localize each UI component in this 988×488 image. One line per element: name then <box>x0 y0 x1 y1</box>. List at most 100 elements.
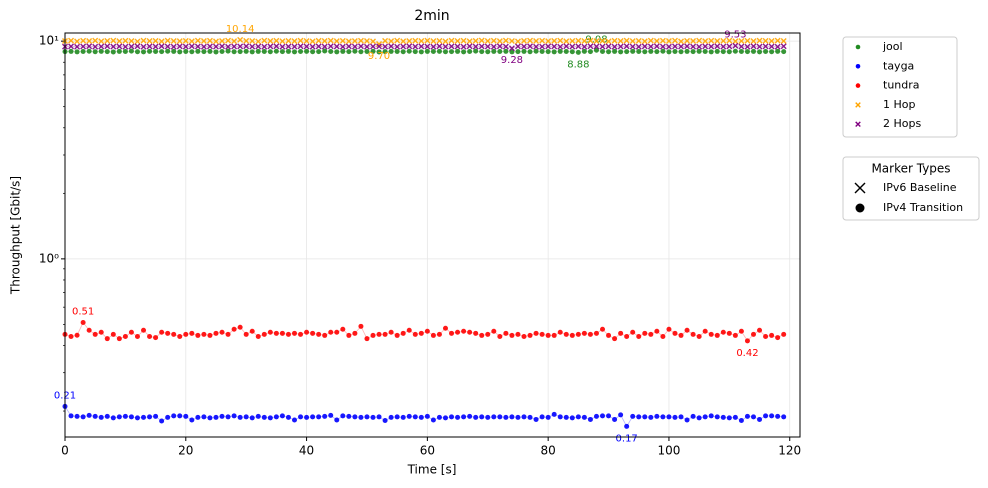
point <box>424 48 430 54</box>
point <box>255 413 261 419</box>
marker-stroke <box>659 37 666 44</box>
point <box>243 331 249 337</box>
marker-stroke <box>164 37 171 44</box>
point <box>563 331 569 337</box>
marker-stroke <box>98 38 105 45</box>
marker-stroke <box>635 37 642 44</box>
marker-x <box>780 43 787 50</box>
point <box>147 414 153 420</box>
point <box>322 413 328 419</box>
point <box>322 332 328 338</box>
point <box>80 49 86 55</box>
marker-x <box>110 37 117 44</box>
marker-stroke <box>502 37 509 44</box>
marker-x <box>714 38 721 45</box>
point <box>328 329 334 335</box>
marker-x <box>152 37 159 44</box>
marker-x <box>400 38 407 45</box>
marker-x <box>212 43 219 50</box>
point <box>497 333 503 339</box>
point <box>310 330 316 336</box>
point <box>316 414 322 420</box>
marker-stroke <box>629 38 636 45</box>
point <box>74 413 80 419</box>
marker-stroke <box>279 43 286 50</box>
marker-x <box>134 38 141 45</box>
marker-stroke <box>388 43 395 50</box>
marker-stroke <box>333 38 340 45</box>
point <box>485 331 491 337</box>
point <box>304 329 310 335</box>
marker-stroke <box>726 43 733 50</box>
point <box>672 330 678 336</box>
point <box>110 331 116 337</box>
marker-x <box>146 43 153 50</box>
point <box>104 49 110 55</box>
marker-x <box>599 37 606 44</box>
legend-label: jool <box>882 40 903 53</box>
point <box>334 329 340 335</box>
marker-x <box>128 37 135 44</box>
point <box>666 49 672 55</box>
point <box>660 48 666 54</box>
marker-x <box>460 43 467 50</box>
marker-stroke <box>539 37 546 44</box>
marker-stroke <box>611 43 618 50</box>
marker-x <box>206 37 213 44</box>
point <box>744 338 750 344</box>
annotation: 9.70 <box>368 51 390 62</box>
marker-stroke <box>279 38 286 45</box>
marker-stroke <box>339 37 346 44</box>
point <box>122 49 128 55</box>
marker-stroke <box>86 43 93 50</box>
point <box>648 414 654 420</box>
point <box>310 49 316 55</box>
marker-x <box>237 36 244 43</box>
marker-x <box>98 43 105 50</box>
marker-stroke <box>599 43 606 50</box>
marker-stroke <box>170 43 177 50</box>
point <box>382 417 388 423</box>
marker-x <box>158 38 165 45</box>
marker-stroke <box>611 37 618 44</box>
marker-stroke <box>756 43 763 50</box>
point <box>491 48 497 54</box>
point <box>684 417 690 423</box>
point <box>104 336 110 342</box>
marker-x <box>212 38 219 45</box>
point <box>159 49 165 55</box>
point <box>316 331 322 337</box>
marker-stroke <box>466 38 473 45</box>
marker-stroke <box>321 38 328 45</box>
marker-x <box>104 43 111 50</box>
marker-stroke <box>376 43 383 50</box>
point <box>467 329 473 335</box>
point <box>219 49 225 55</box>
point <box>358 49 364 55</box>
point <box>593 330 599 336</box>
point <box>642 330 648 336</box>
marker-x <box>412 37 419 44</box>
chart-title: 2min <box>414 8 449 24</box>
marker-stroke <box>152 37 159 44</box>
marker-x <box>460 37 467 44</box>
x-tick-label: 60 <box>420 444 435 458</box>
point <box>201 49 207 55</box>
marker-x <box>641 38 648 45</box>
point <box>485 414 491 420</box>
marker-x <box>448 43 455 50</box>
point <box>418 330 424 336</box>
legend-marker <box>855 102 861 108</box>
marker-stroke <box>533 38 540 45</box>
marker-stroke <box>714 43 721 50</box>
marker-stroke <box>412 37 419 44</box>
marker-stroke <box>551 37 558 44</box>
point <box>593 47 599 53</box>
point <box>304 48 310 54</box>
point <box>370 332 376 338</box>
point <box>195 414 201 420</box>
marker-stroke <box>74 43 81 50</box>
marker-x <box>527 43 534 50</box>
marker-x <box>86 38 93 45</box>
marker-x <box>303 37 310 44</box>
